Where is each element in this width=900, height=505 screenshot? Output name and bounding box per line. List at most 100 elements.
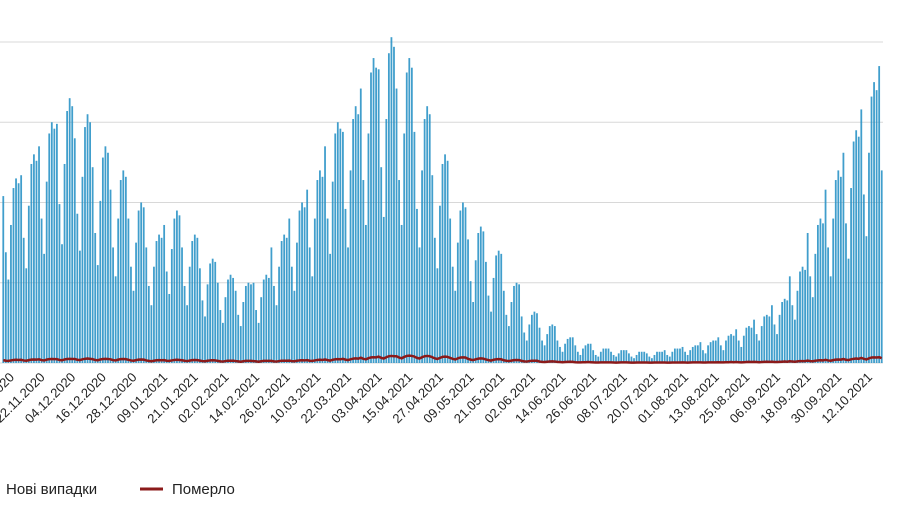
bar xyxy=(472,302,475,363)
bar xyxy=(170,249,173,363)
bar xyxy=(663,350,666,363)
bar xyxy=(244,285,247,363)
bar xyxy=(799,271,801,363)
bar xyxy=(153,266,155,363)
bar xyxy=(132,290,135,363)
bar xyxy=(201,300,204,363)
bar xyxy=(497,250,500,363)
bar xyxy=(285,237,288,363)
bar xyxy=(22,237,25,363)
bar xyxy=(33,154,35,363)
bar xyxy=(834,180,837,363)
bar xyxy=(816,224,819,363)
bar xyxy=(140,202,143,363)
bar xyxy=(339,128,342,363)
bar xyxy=(119,180,122,363)
bar xyxy=(875,90,878,364)
bar xyxy=(735,329,738,363)
bar xyxy=(280,241,283,363)
bar xyxy=(48,133,51,363)
bar xyxy=(234,290,237,363)
bar xyxy=(508,326,510,363)
bar xyxy=(137,210,140,363)
bar xyxy=(745,327,748,363)
bar xyxy=(56,123,58,363)
bar xyxy=(485,261,487,363)
bar xyxy=(796,290,799,363)
bar xyxy=(45,181,48,363)
bar xyxy=(107,152,109,363)
bar xyxy=(66,111,69,363)
bar xyxy=(219,310,222,363)
bar xyxy=(857,136,860,363)
bar xyxy=(104,146,107,363)
bar xyxy=(364,224,367,363)
bar xyxy=(758,340,761,363)
bar xyxy=(839,176,842,363)
bar xyxy=(633,358,635,363)
bar xyxy=(860,109,863,363)
bar xyxy=(444,154,446,363)
bar xyxy=(809,276,812,363)
bar xyxy=(689,350,692,363)
bar xyxy=(242,302,245,363)
bar xyxy=(855,130,858,363)
line xyxy=(2,354,883,364)
bar xyxy=(643,351,646,363)
bar xyxy=(296,242,298,363)
bar xyxy=(405,72,408,364)
bar xyxy=(135,242,137,363)
bar xyxy=(645,353,648,363)
bar xyxy=(331,181,334,363)
bar xyxy=(165,271,168,363)
bar xyxy=(704,353,707,363)
bar xyxy=(431,175,434,363)
bar xyxy=(86,114,89,363)
bar xyxy=(211,258,214,363)
bar xyxy=(587,343,589,363)
bar xyxy=(771,305,773,363)
bar xyxy=(418,247,421,363)
bar xyxy=(847,258,850,363)
bar xyxy=(479,226,482,363)
bar xyxy=(656,351,658,363)
bar xyxy=(96,265,99,363)
bar xyxy=(385,119,388,363)
bars xyxy=(2,37,883,364)
bar xyxy=(781,302,784,363)
bar xyxy=(257,322,260,363)
bar xyxy=(229,274,232,363)
bar xyxy=(579,354,582,363)
bar xyxy=(543,345,546,363)
bar xyxy=(569,337,572,363)
bar xyxy=(610,351,612,363)
bar xyxy=(12,188,15,363)
bar xyxy=(326,218,329,363)
bar xyxy=(727,335,730,363)
bar xyxy=(377,69,380,363)
bar xyxy=(814,253,817,363)
bar xyxy=(122,170,125,363)
bar xyxy=(709,342,712,363)
bar xyxy=(878,66,881,363)
bar xyxy=(640,351,643,363)
bar xyxy=(293,290,296,363)
bar xyxy=(819,218,822,363)
bar xyxy=(446,160,449,363)
bar xyxy=(546,334,549,363)
bar xyxy=(372,58,375,364)
bar xyxy=(696,345,699,363)
bar xyxy=(78,250,81,363)
bar xyxy=(725,340,727,363)
bar xyxy=(566,338,569,363)
bar xyxy=(209,263,212,363)
bar xyxy=(612,354,615,363)
bar xyxy=(112,247,114,363)
bar xyxy=(651,358,653,363)
bar xyxy=(750,327,753,363)
bar xyxy=(513,285,515,363)
bar xyxy=(433,237,436,363)
bar xyxy=(99,200,102,363)
bar xyxy=(622,350,625,363)
bar xyxy=(344,208,347,363)
